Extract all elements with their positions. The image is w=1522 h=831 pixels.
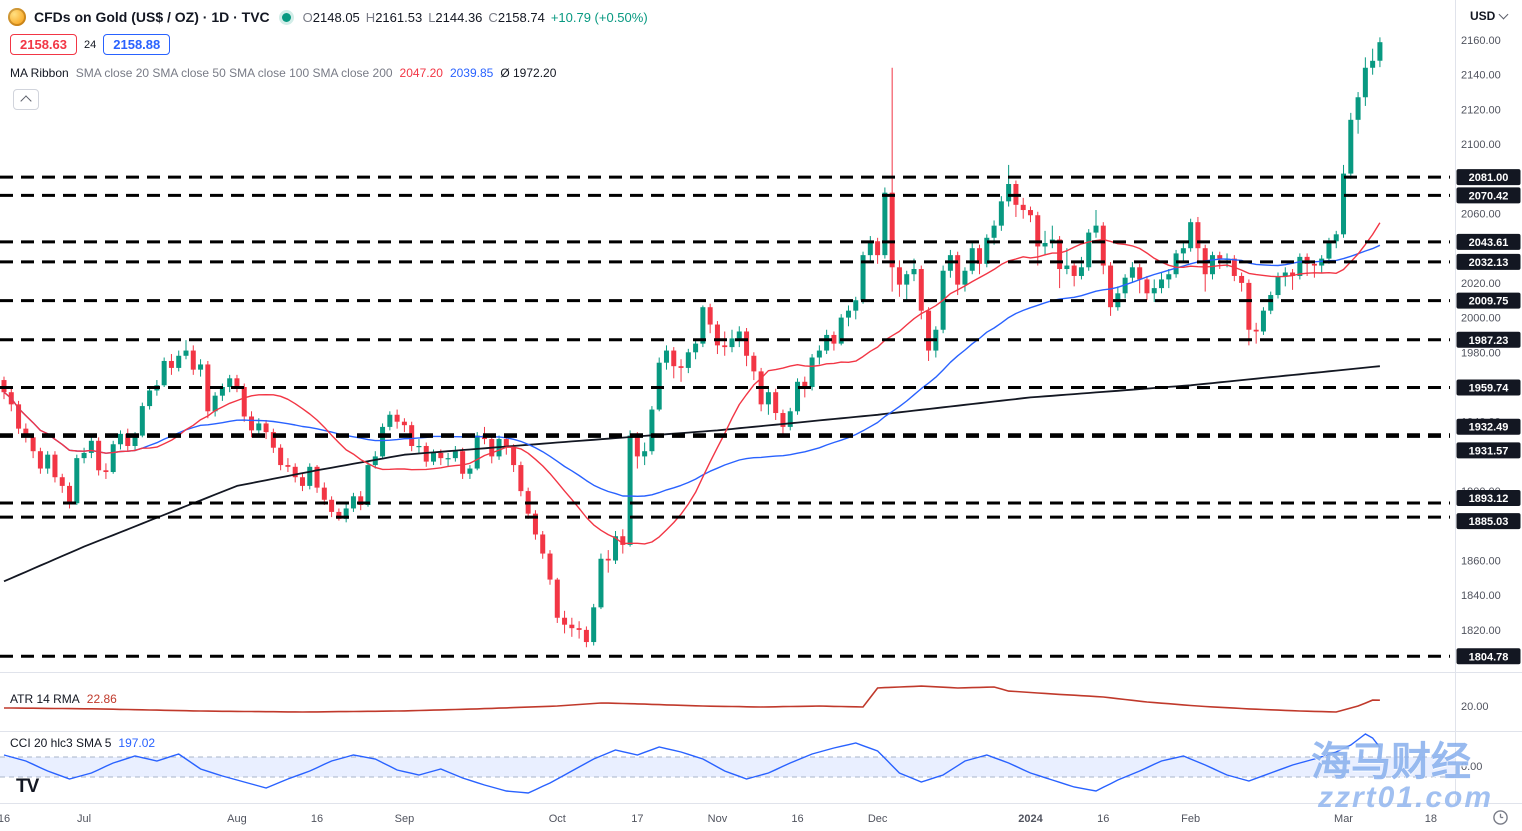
price-level-label: [1456, 648, 1521, 665]
currency-dropdown[interactable]: USD: [1470, 9, 1509, 23]
sma20-value: 2047.20: [399, 66, 443, 80]
svg-text:Mar: Mar: [1334, 813, 1353, 825]
svg-text:2032.13: 2032.13: [1469, 257, 1509, 269]
change-value: +10.79 (+0.50%): [550, 9, 648, 25]
svg-text:Feb: Feb: [1181, 813, 1200, 825]
svg-text:Nov: Nov: [708, 813, 728, 825]
svg-text:2020.00: 2020.00: [1461, 278, 1501, 290]
ohlc-readout: O2148.05 H2161.53 L2144.36 C2158.74 +10.…: [303, 10, 648, 25]
svg-text:1820.00: 1820.00: [1461, 625, 1501, 637]
tradingview-logo[interactable]: TV: [16, 776, 39, 797]
atr-label[interactable]: ATR 14 RMA: [10, 692, 80, 706]
time-axis[interactable]: 16 Jul Aug 16 Sep Oct 17 Nov 16 Dec 2024 16 Feb Mar 18: [0, 813, 1437, 825]
gold-coin-icon: [8, 8, 26, 26]
price-level-label: [1456, 513, 1521, 530]
candlestick-series[interactable]: [1, 37, 1383, 648]
open-label: O: [302, 9, 313, 25]
svg-text:2160.00: 2160.00: [1461, 35, 1501, 47]
symbol-title[interactable]: CFDs on Gold (US$ / OZ) · 1D · TVC: [34, 9, 270, 25]
svg-text:1987.23: 1987.23: [1469, 335, 1509, 347]
indicator-name[interactable]: MA Ribbon: [10, 66, 69, 80]
collapse-legend-button[interactable]: [13, 89, 39, 110]
buy-button[interactable]: 2158.88: [103, 34, 171, 55]
svg-text:2000.00: 2000.00: [1461, 313, 1501, 325]
spread-value: 24: [84, 38, 97, 51]
quote-bar: 2158.63 24 2158.88: [10, 34, 171, 55]
price-level-label: [1456, 442, 1521, 459]
close-value: 2158.74: [497, 9, 545, 25]
cci-label[interactable]: CCI 20 hlc3 SMA 5: [10, 736, 112, 750]
svg-text:2060.00: 2060.00: [1461, 209, 1501, 221]
svg-text:Jul: Jul: [77, 813, 91, 825]
svg-text:16: 16: [1097, 813, 1109, 825]
svg-text:2009.75: 2009.75: [1469, 296, 1509, 308]
low-label: L: [428, 9, 436, 25]
price-level-label: [1456, 379, 1521, 396]
svg-text:16: 16: [791, 813, 803, 825]
svg-text:1959.74: 1959.74: [1469, 382, 1510, 394]
cci-legend[interactable]: CCI 20 hlc3 SMA 5 197.02: [10, 736, 155, 750]
clock-icon[interactable]: [1492, 809, 1509, 831]
svg-text:1931.57: 1931.57: [1469, 445, 1509, 457]
svg-text:1860.00: 1860.00: [1461, 556, 1501, 568]
price-level-label: [1456, 253, 1521, 270]
cci-axis-label: 0.00: [1461, 761, 1482, 773]
svg-text:Dec: Dec: [868, 813, 888, 825]
svg-text:18: 18: [1425, 813, 1437, 825]
sma-average-value: Ø 1972.20: [500, 66, 557, 80]
symbol-header: CFDs on Gold (US$ / OZ) · 1D · TVC O2148…: [8, 6, 648, 28]
price-level-label: [1456, 233, 1521, 250]
svg-text:16: 16: [0, 813, 10, 825]
ma-ribbon-legend[interactable]: MA Ribbon SMA close 20 SMA close 50 SMA …: [10, 66, 556, 80]
svg-text:2024: 2024: [1018, 813, 1043, 825]
svg-text:1932.49: 1932.49: [1469, 422, 1509, 434]
high-value: 2161.53: [375, 9, 423, 25]
price-level-label: [1456, 490, 1521, 507]
price-level-label: [1456, 169, 1521, 186]
svg-text:Oct: Oct: [549, 813, 566, 825]
svg-text:1885.03: 1885.03: [1469, 516, 1509, 528]
cci-value: 197.02: [118, 736, 156, 750]
chevron-down-icon: [1498, 9, 1509, 20]
svg-text:17: 17: [631, 813, 643, 825]
price-axis[interactable]: 2160.00 2140.00 2120.00 2100.00 2060.00 2020.…: [1456, 35, 1521, 665]
open-value: 2148.05: [312, 9, 360, 25]
pane-separators: [0, 0, 1522, 804]
svg-text:Sep: Sep: [395, 813, 415, 825]
atr-value: 22.86: [86, 692, 117, 706]
svg-text:1980.00: 1980.00: [1461, 347, 1501, 359]
svg-text:2100.00: 2100.00: [1461, 139, 1501, 151]
price-level-label: [1456, 292, 1521, 309]
ma-ribbon-lines: [3, 222, 1381, 583]
svg-text:2070.42: 2070.42: [1469, 190, 1509, 202]
svg-text:1840.00: 1840.00: [1461, 590, 1501, 602]
svg-text:2081.00: 2081.00: [1469, 172, 1509, 184]
cci-pane[interactable]: 0.00: [0, 733, 1482, 794]
svg-text:1804.78: 1804.78: [1469, 651, 1509, 663]
svg-text:16: 16: [311, 813, 323, 825]
low-value: 2144.36: [435, 9, 483, 25]
sma50-value: 2039.85: [449, 66, 494, 80]
price-level-label: [1456, 418, 1521, 435]
svg-text:2120.00: 2120.00: [1461, 104, 1501, 116]
chevron-up-icon: [20, 95, 32, 107]
atr-legend[interactable]: ATR 14 RMA 22.86: [10, 692, 117, 706]
svg-text:Aug: Aug: [227, 813, 247, 825]
currency-label: USD: [1470, 9, 1496, 23]
svg-text:1893.12: 1893.12: [1469, 493, 1509, 505]
high-label: H: [365, 9, 376, 25]
close-label: C: [488, 9, 498, 25]
svg-text:2140.00: 2140.00: [1461, 70, 1501, 82]
price-level-lines[interactable]: [0, 175, 1450, 658]
sell-button[interactable]: 2158.63: [10, 34, 77, 55]
price-level-label: [1456, 331, 1521, 348]
indicator-params: SMA close 20 SMA close 50 SMA close 100 …: [75, 66, 393, 80]
atr-axis-label: 20.00: [1461, 701, 1489, 713]
atr-pane[interactable]: 20.00: [4, 685, 1489, 713]
svg-text:2043.61: 2043.61: [1469, 237, 1509, 249]
price-level-label: [1456, 187, 1521, 204]
market-status-icon[interactable]: [281, 12, 291, 22]
